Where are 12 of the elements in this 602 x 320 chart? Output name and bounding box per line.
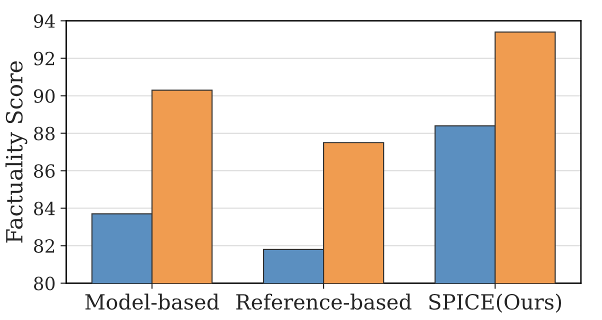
y-tick-label: 94 — [34, 14, 55, 28]
y-tick-label: 84 — [34, 202, 55, 216]
x-tick-label: Reference-based — [236, 294, 412, 310]
y-tick-label: 82 — [34, 239, 54, 253]
y-tick-label: 88 — [34, 126, 55, 140]
y-tick-label: 80 — [34, 276, 55, 290]
y-tick-label: 92 — [34, 52, 54, 66]
x-tick-label: Model-based — [85, 294, 220, 310]
x-tick-label: SPICE(Ours) — [429, 294, 562, 313]
y-tick-label: 86 — [34, 164, 55, 178]
y-tick-label: 90 — [34, 89, 55, 103]
y-axis-title: Factuality Score — [5, 61, 28, 243]
